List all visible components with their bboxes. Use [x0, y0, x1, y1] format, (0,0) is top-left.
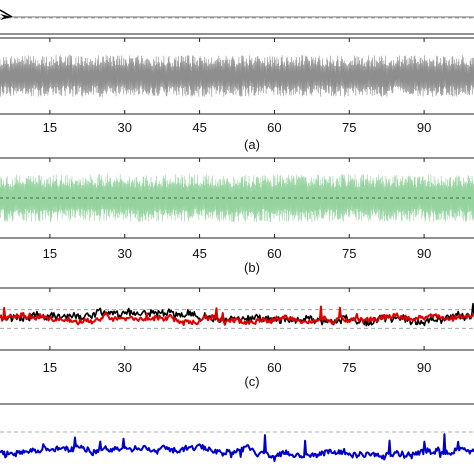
panel-a-ticks: 15 30 45 60 75 90 — [43, 38, 431, 135]
panel-b-axes — [0, 157, 474, 239]
panel-d-series-0 — [0, 433, 474, 463]
panel-b-tick-label-3: 60 — [267, 246, 281, 261]
panel-a-axes — [0, 37, 474, 115]
panel-c-series-1 — [0, 305, 474, 327]
panel-a-series — [0, 55, 474, 97]
panel-d-axes — [0, 403, 474, 405]
panel-c-axes — [0, 287, 474, 351]
panel-b-tick-label-5: 90 — [417, 246, 431, 261]
panel-a: 15 30 45 60 75 90 (a) — [0, 37, 474, 152]
panel-c-tick-label-3: 60 — [267, 360, 281, 375]
panel-d-series — [0, 431, 474, 463]
panel-b-tick-label-4: 75 — [342, 246, 356, 261]
panel-c-tick-label-4: 75 — [342, 360, 356, 375]
panel-a-series-0 — [0, 55, 474, 97]
panel-a-tick-label-4: 75 — [342, 120, 356, 135]
panel-b-caption: (b) — [244, 260, 260, 275]
panel-c: 15 30 45 60 75 90 (c) — [0, 287, 474, 389]
panel-d — [0, 403, 474, 463]
panel-a-caption: (a) — [244, 137, 260, 152]
panel-b-series-0 — [0, 173, 474, 222]
panel-a-tick-label-2: 45 — [192, 120, 206, 135]
panel-a-tick-label-1: 30 — [118, 120, 132, 135]
panel-a-tick-label-3: 60 — [267, 120, 281, 135]
panel-a-tick-label-5: 90 — [417, 120, 431, 135]
panel-c-tick-label-1: 30 — [118, 360, 132, 375]
panel-top-arrowhead — [0, 14, 12, 20]
panel-c-ticks: 15 30 45 60 75 90 — [43, 288, 431, 375]
panel-a-tick-label-0: 15 — [43, 120, 57, 135]
panel-b-tick-label-2: 45 — [192, 246, 206, 261]
panel-c-tick-label-5: 90 — [417, 360, 431, 375]
panel-c-tick-label-2: 45 — [192, 360, 206, 375]
panel-b-series — [0, 173, 474, 222]
panel-c-caption: (c) — [244, 374, 259, 389]
panel-c-series — [0, 302, 474, 329]
panel-top — [0, 9, 474, 35]
panel-c-tick-label-0: 15 — [43, 360, 57, 375]
panel-b-tick-label-0: 15 — [43, 246, 57, 261]
panel-b: 15 30 45 60 75 90 (b) — [0, 157, 474, 275]
panel-top-arrowhead-barb — [0, 9, 13, 18]
panel-b-ticks: 15 30 45 60 75 90 — [43, 158, 431, 261]
panel-b-tick-label-1: 30 — [118, 246, 132, 261]
